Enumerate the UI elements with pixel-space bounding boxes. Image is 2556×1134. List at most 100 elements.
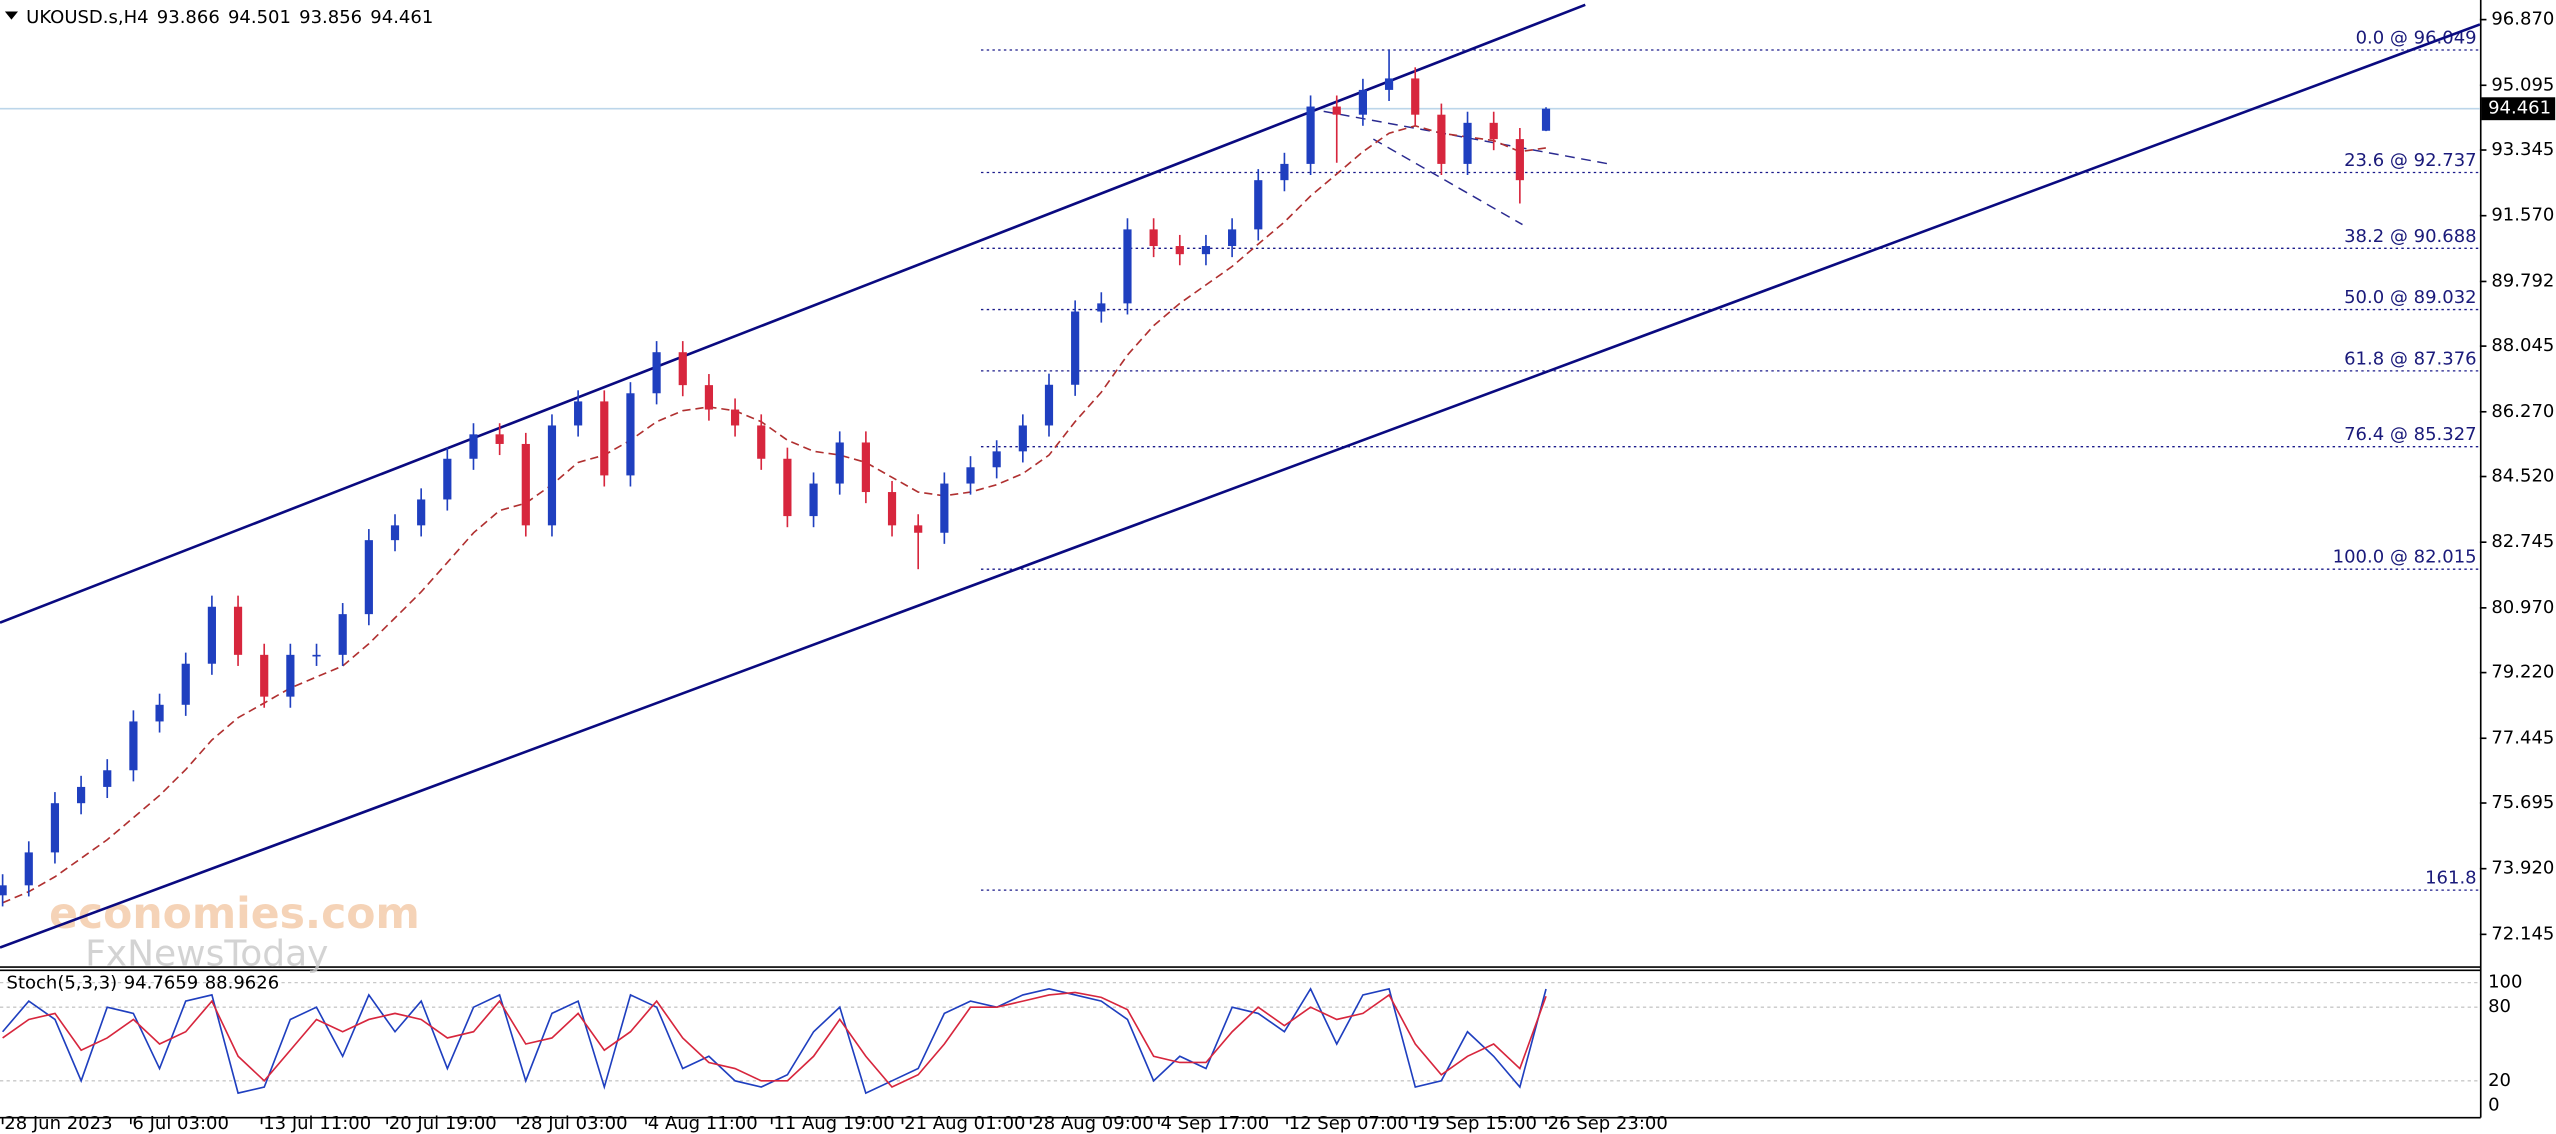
stoch-value: 94.7659 bbox=[124, 972, 198, 993]
candle-body bbox=[50, 803, 60, 853]
candle-body bbox=[1097, 303, 1106, 312]
candle-body bbox=[155, 704, 164, 722]
trendline bbox=[0, 23, 2481, 949]
candle-body bbox=[77, 786, 86, 804]
candle-body bbox=[600, 401, 609, 476]
header-value: 93.866 bbox=[157, 7, 220, 28]
header-value: 93.856 bbox=[299, 7, 362, 28]
y-tick-label: 91.570 bbox=[2491, 205, 2554, 226]
header-symbol: UKOUSD.s,H4 bbox=[26, 7, 148, 28]
x-tick-label: 12 Sep 07:00 bbox=[1289, 1113, 1409, 1134]
stoch-tick-label: 0 bbox=[2488, 1094, 2499, 1115]
candle-body bbox=[1149, 229, 1158, 247]
candle-body bbox=[783, 458, 792, 517]
candle-body bbox=[861, 442, 870, 493]
stoch-tick-label: 100 bbox=[2488, 972, 2522, 993]
candle-body bbox=[286, 654, 295, 697]
x-tick-label: 28 Jun 2023 bbox=[4, 1113, 112, 1134]
candle-body bbox=[417, 499, 426, 526]
candle-body bbox=[1515, 139, 1524, 181]
candle-body bbox=[443, 458, 452, 500]
candle-body bbox=[0, 885, 7, 896]
candle-body bbox=[914, 525, 923, 533]
candle-body bbox=[1175, 246, 1184, 255]
candle-body bbox=[1489, 122, 1498, 140]
stoch-d-line bbox=[2, 991, 1547, 1089]
candle-body bbox=[992, 451, 1001, 468]
y-tick-label: 89.792 bbox=[2491, 270, 2554, 291]
x-tick-label: 28 Aug 09:00 bbox=[1032, 1113, 1153, 1134]
candle-body bbox=[730, 409, 740, 426]
fib-label: 76.4 @ 85.327 bbox=[2344, 424, 2477, 445]
candle-body bbox=[757, 425, 766, 459]
candle-body bbox=[1018, 425, 1027, 452]
candle-body bbox=[233, 606, 243, 655]
y-tick-label: 88.045 bbox=[2491, 335, 2554, 356]
candle-body bbox=[678, 352, 687, 386]
candle-body bbox=[887, 492, 897, 526]
x-tick-label: 21 Aug 01:00 bbox=[904, 1113, 1025, 1134]
y-tick-label: 86.270 bbox=[2491, 401, 2554, 422]
dropdown-icon bbox=[4, 11, 18, 20]
y-tick-label: 96.870 bbox=[2491, 9, 2554, 30]
y-tick-label: 84.520 bbox=[2491, 466, 2554, 487]
candle-body bbox=[1411, 78, 1420, 115]
candle-body bbox=[469, 434, 478, 459]
header-value: 94.461 bbox=[370, 7, 433, 28]
stoch-value: 88.9626 bbox=[205, 972, 279, 993]
candle-body bbox=[1384, 78, 1394, 90]
candle-body bbox=[1044, 384, 1054, 426]
fib-label: 0.0 @ 96.049 bbox=[2356, 28, 2477, 49]
stoch-title: Stoch(5,3,3) bbox=[7, 972, 118, 993]
y-tick-label: 75.695 bbox=[2491, 792, 2554, 813]
candle-body bbox=[1254, 180, 1263, 230]
candle-body bbox=[495, 434, 504, 444]
candle-body bbox=[103, 770, 112, 787]
candle-body bbox=[1228, 229, 1237, 247]
candle-body bbox=[626, 393, 635, 476]
candle-body bbox=[1201, 246, 1211, 255]
y-tick-label: 80.970 bbox=[2491, 597, 2554, 618]
price-box bbox=[2481, 97, 2556, 121]
fib-label: 61.8 @ 87.376 bbox=[2344, 348, 2477, 369]
candle-body bbox=[1437, 114, 1446, 164]
fib-label: 161.8 bbox=[2425, 868, 2477, 889]
candle-body bbox=[390, 525, 400, 541]
x-tick-label: 4 Aug 11:00 bbox=[648, 1113, 758, 1134]
x-tick-label: 11 Aug 19:00 bbox=[773, 1113, 894, 1134]
trendline bbox=[0, 3, 1586, 624]
candle-body bbox=[312, 654, 321, 657]
watermark: economies.com bbox=[49, 890, 420, 939]
fib-label: 23.6 @ 92.737 bbox=[2344, 150, 2477, 171]
candle-body bbox=[1332, 106, 1341, 115]
candle-body bbox=[24, 852, 33, 886]
y-tick-label: 82.745 bbox=[2491, 531, 2554, 552]
y-tick-label: 79.220 bbox=[2491, 662, 2554, 683]
fib-label: 38.2 @ 90.688 bbox=[2344, 226, 2477, 247]
x-tick-label: 26 Sep 23:00 bbox=[1548, 1113, 1668, 1134]
candle-body bbox=[1541, 108, 1551, 131]
candle-body bbox=[207, 606, 216, 664]
candle-body bbox=[1280, 163, 1289, 181]
header-value: 94.501 bbox=[228, 7, 291, 28]
x-tick-label: 13 Jul 11:00 bbox=[263, 1113, 371, 1134]
candle-body bbox=[1358, 89, 1367, 115]
y-tick-label: 73.920 bbox=[2491, 858, 2554, 879]
candle-body bbox=[809, 483, 818, 517]
candle-body bbox=[129, 721, 138, 771]
candle-body bbox=[181, 663, 190, 705]
y-tick-label: 77.445 bbox=[2491, 727, 2554, 748]
y-tick-label: 95.095 bbox=[2491, 74, 2554, 95]
candle-body bbox=[704, 385, 714, 410]
x-tick-label: 20 Jul 19:00 bbox=[389, 1113, 497, 1134]
candle-body bbox=[574, 401, 583, 426]
y-tick-label: 72.145 bbox=[2491, 923, 2554, 944]
x-tick-label: 4 Sep 17:00 bbox=[1160, 1113, 1269, 1134]
candle-body bbox=[1306, 106, 1315, 164]
x-tick-label: 6 Jul 03:00 bbox=[132, 1113, 229, 1134]
price-box-label: 94.461 bbox=[2488, 98, 2551, 119]
candle-body bbox=[547, 425, 557, 526]
